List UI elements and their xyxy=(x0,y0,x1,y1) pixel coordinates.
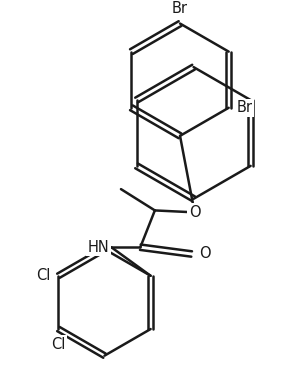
Text: Cl: Cl xyxy=(36,268,51,283)
Text: O: O xyxy=(199,247,211,261)
Text: Cl: Cl xyxy=(51,337,66,352)
Text: Br: Br xyxy=(172,1,188,16)
Text: HN: HN xyxy=(88,240,109,255)
Text: Br: Br xyxy=(236,100,253,115)
Text: O: O xyxy=(189,205,200,220)
